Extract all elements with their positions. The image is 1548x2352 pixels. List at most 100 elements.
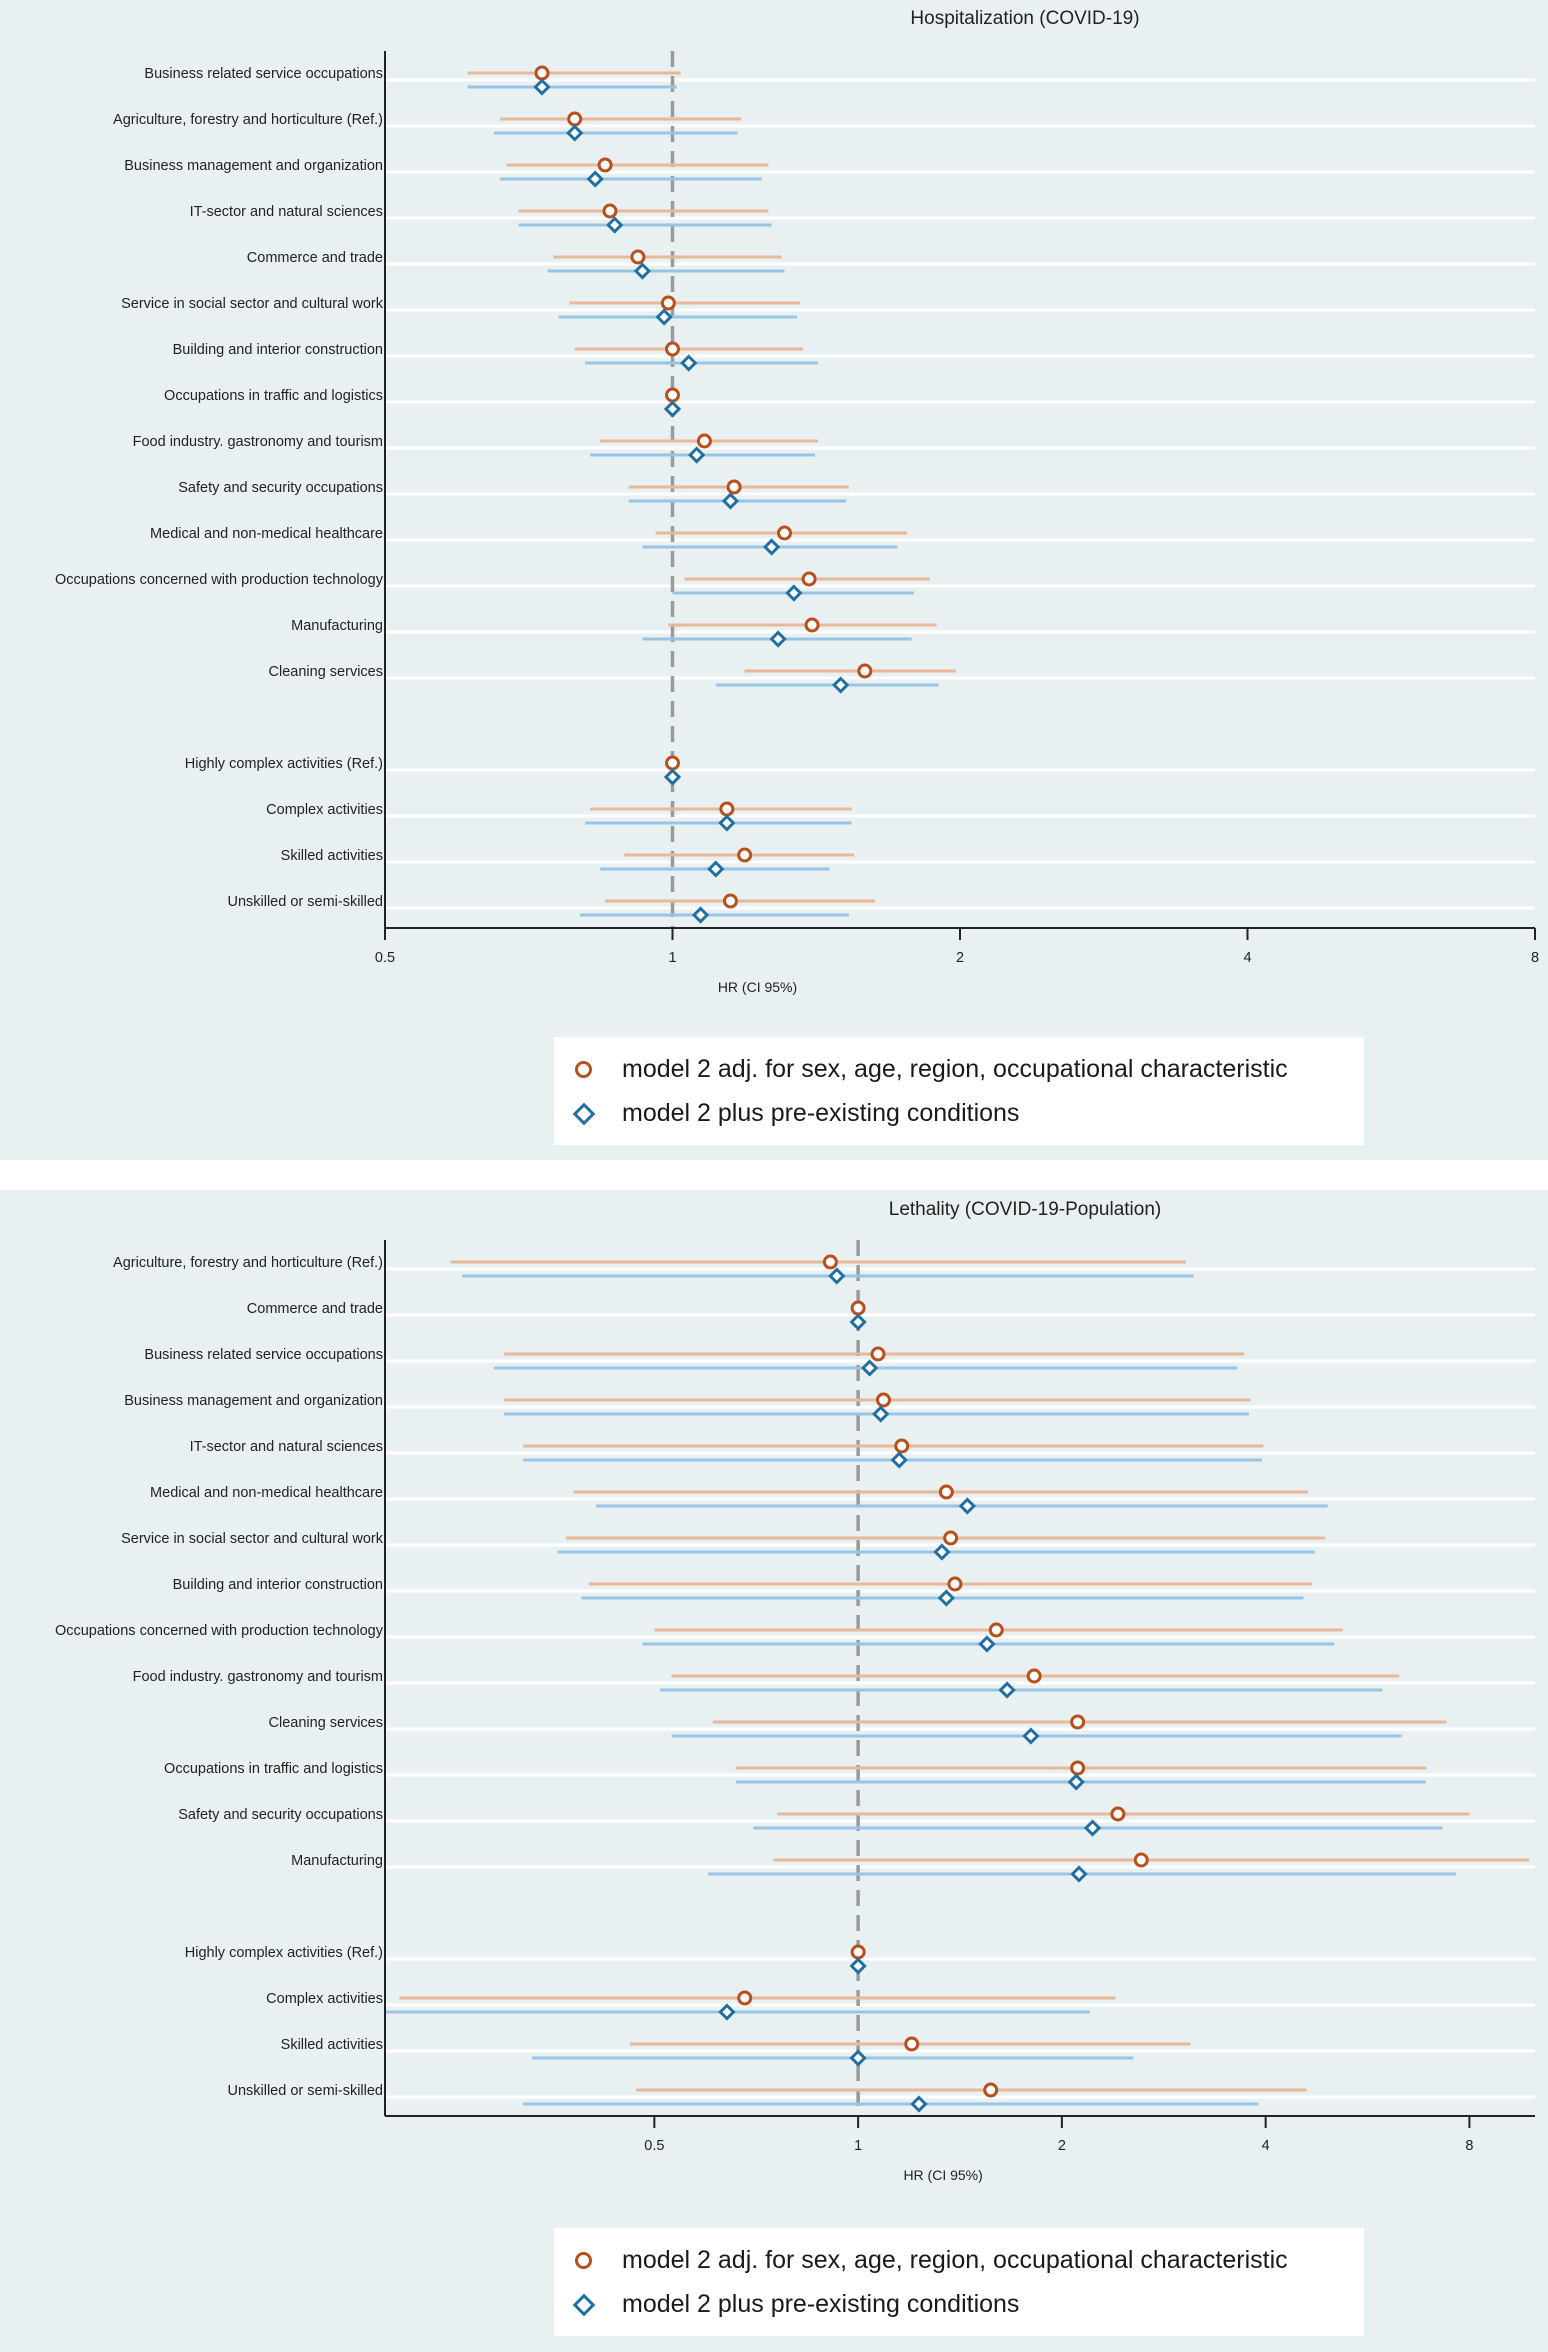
row-label: Medical and non-medical healthcare (150, 1485, 383, 1501)
row-label: Commerce and trade (247, 250, 383, 266)
point-model2 (722, 893, 738, 909)
point-model2 (665, 387, 680, 403)
point-model2 (777, 525, 793, 541)
point-model2 (801, 571, 817, 587)
hospitalization-forest-plot: Hospitalization (COVID-19) Business relat… (55, 8, 1539, 995)
row-label: Unskilled or semi-skilled (227, 894, 383, 910)
row-label: Safety and security occupations (178, 1807, 383, 1823)
point-model2plus (633, 262, 652, 280)
point-model2 (983, 2082, 999, 2098)
point-model2 (1070, 1760, 1086, 1776)
row-label: Food industry. gastronomy and tourism (133, 1669, 383, 1685)
point-model2plus (688, 446, 706, 464)
chart-title: Lethality (COVID-19-Population) (889, 1199, 1161, 1220)
x-tick-label: 4 (1262, 2138, 1270, 2154)
legend-entry-model2: model 2 adj. for sex, age, region, occup… (566, 1049, 1288, 1089)
row-label: Service in social sector and cultural wo… (121, 296, 384, 312)
point-model2 (602, 203, 618, 219)
row-label: Occupations in traffic and logistics (164, 1761, 383, 1777)
point-model2 (947, 1576, 963, 1592)
hospitalization-panel: Hospitalization (COVID-19) Business relat… (0, 0, 1548, 1160)
row-label: Service in social sector and cultural wo… (121, 1531, 384, 1547)
row-label: Business management and organization (124, 1393, 383, 1409)
point-model2 (850, 1300, 866, 1316)
point-model2plus (937, 1589, 955, 1607)
point-model2 (850, 1944, 866, 1960)
lethality-panel: Lethality (COVID-19-Population) Agricultu… (0, 1190, 1548, 2352)
row-label: IT-sector and natural sciences (190, 1439, 383, 1455)
point-model2plus (872, 1405, 890, 1423)
row-label: Building and interior construction (173, 1577, 383, 1593)
point-model2plus (718, 814, 736, 832)
point-model2plus (533, 78, 551, 96)
row-label: Food industry. gastronomy and tourism (133, 434, 383, 450)
row-label: Manufacturing (291, 618, 383, 634)
point-model2plus (769, 630, 787, 648)
x-axis-label: HR (CI 95%) (903, 2167, 982, 2183)
circle-marker-icon (566, 2243, 600, 2277)
point-model2 (665, 341, 680, 357)
point-model2 (534, 65, 550, 81)
point-model2 (894, 1438, 910, 1454)
legend-label-model2: model 2 adj. for sex, age, region, occup… (622, 1054, 1288, 1083)
point-model2plus (849, 1313, 867, 1331)
row-label: IT-sector and natural sciences (190, 204, 383, 220)
point-model2 (660, 295, 676, 311)
row-label: Skilled activities (281, 848, 383, 864)
chart-title: Hospitalization (COVID-19) (910, 8, 1139, 29)
x-tick-label: 8 (1531, 950, 1539, 966)
point-model2plus (1083, 1819, 1102, 1837)
x-tick-label: 2 (956, 950, 964, 966)
x-tick-label: 1 (854, 2138, 862, 2154)
point-model2plus (1067, 1773, 1085, 1791)
row-label: Safety and security occupations (178, 480, 383, 496)
point-model2 (1070, 1714, 1086, 1730)
x-axis-label: HR (CI 95%) (718, 979, 797, 995)
point-model2plus (861, 1359, 879, 1377)
point-model2plus (958, 1497, 976, 1515)
point-model2 (1110, 1806, 1126, 1822)
point-model2plus (763, 538, 781, 556)
point-model2plus (785, 584, 803, 602)
point-model2 (719, 801, 735, 817)
point-model2 (665, 755, 680, 771)
point-model2 (857, 663, 873, 679)
point-model2 (804, 617, 820, 633)
point-model2plus (849, 2049, 867, 2067)
point-model2plus (832, 676, 850, 694)
point-model2plus (655, 308, 673, 326)
point-model2 (597, 157, 613, 173)
x-tick-label: 8 (1465, 2138, 1473, 2154)
point-model2 (822, 1254, 838, 1270)
legend-entry-model2plus: model 2 plus pre-existing conditions (566, 2284, 1019, 2324)
x-tick-label: 4 (1243, 950, 1251, 966)
row-label: Building and interior construction (173, 342, 383, 358)
point-model2plus (566, 124, 584, 142)
diamond-marker-icon (566, 1096, 600, 1130)
x-tick-label: 2 (1058, 2138, 1066, 2154)
point-model2plus (998, 1681, 1016, 1699)
row-label: Complex activities (266, 1991, 383, 2007)
point-model2 (904, 2036, 920, 2052)
x-tick-label: 1 (668, 950, 676, 966)
point-model2plus (718, 2003, 736, 2021)
row-label: Business related service occupations (144, 66, 383, 82)
point-model2 (737, 847, 753, 863)
row-label: Highly complex activities (Ref.) (185, 1945, 383, 1961)
legend-entry-model2plus: model 2 plus pre-existing conditions (566, 1093, 1019, 1133)
row-label: Occupations concerned with production te… (55, 1623, 384, 1639)
point-model2plus (707, 860, 725, 878)
lethality-forest-plot: Lethality (COVID-19-Population) Agricultu… (55, 1199, 1535, 2183)
point-model2 (726, 479, 742, 495)
point-model2plus (890, 1451, 908, 1469)
row-label: Occupations concerned with production te… (55, 572, 384, 588)
point-model2 (1026, 1668, 1042, 1684)
circle-marker-icon (566, 1052, 600, 1086)
row-label: Occupations in traffic and logistics (164, 388, 383, 404)
row-label: Complex activities (266, 802, 383, 818)
row-label: Agriculture, forestry and horticulture (… (113, 112, 383, 128)
row-label: Highly complex activities (Ref.) (185, 756, 383, 772)
lethality-legend: model 2 adj. for sex, age, region, occup… (554, 2228, 1364, 2336)
legend-entry-model2: model 2 adj. for sex, age, region, occup… (566, 2240, 1288, 2280)
row-label: Medical and non-medical healthcare (150, 526, 383, 542)
